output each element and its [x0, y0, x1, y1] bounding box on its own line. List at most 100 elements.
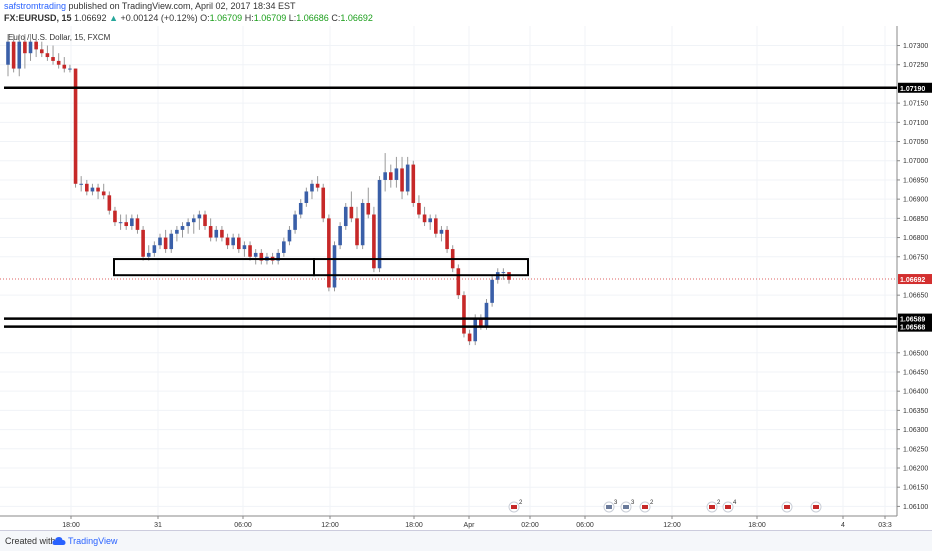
- bull-candle: [186, 222, 190, 227]
- price-tick-label: 1.06250: [903, 446, 928, 453]
- current-price-label: 1.06692: [900, 277, 925, 284]
- price-chart[interactable]: Euro / U.S. Dollar, 15, FXCM 1.07190 1.06…: [0, 26, 932, 530]
- bull-candle: [473, 318, 478, 342]
- price-axis[interactable]: 1.07300 1.07250 1.07150 1.07100 1.07050 1.070…: [897, 43, 928, 511]
- author-link[interactable]: safstromtrading: [4, 1, 67, 11]
- bear-candle: [366, 202, 371, 215]
- bear-candle: [39, 49, 44, 54]
- bull-candle: [231, 237, 235, 246]
- level-label-bg: [898, 321, 932, 332]
- event-count: 2: [650, 500, 654, 506]
- event-icon-fill: [813, 505, 819, 509]
- event-count: 3: [614, 500, 618, 506]
- bear-candle: [163, 237, 168, 250]
- bear-candle: [411, 164, 416, 203]
- event-count: 3: [631, 500, 635, 506]
- time-tick-label: Apr: [464, 522, 476, 529]
- bear-candle: [203, 214, 207, 227]
- event-count: 2: [717, 500, 721, 506]
- bear-candle: [434, 218, 438, 234]
- bull-candle: [360, 202, 365, 246]
- bull-candle: [17, 41, 22, 69]
- price-tick-label: 1.06150: [903, 485, 928, 492]
- bull-candle: [79, 183, 83, 185]
- up-arrow-icon: ▲: [109, 13, 119, 23]
- bear-candle: [73, 68, 78, 184]
- bull-candle: [310, 183, 314, 192]
- open-value: 1.06709: [209, 13, 243, 23]
- price-tick-label: 1.07050: [903, 139, 928, 146]
- bear-candle: [23, 41, 27, 54]
- bull-candle: [6, 41, 10, 65]
- current-price-label-bg: [898, 274, 932, 285]
- bear-candle: [479, 318, 483, 326]
- chart-header: safstromtrading published on TradingView…: [0, 0, 932, 26]
- event-icon-fill: [642, 505, 648, 509]
- bull-candle: [169, 233, 174, 250]
- level-label: 1.07190: [900, 86, 925, 93]
- footer: Created with TradingView: [0, 530, 932, 551]
- bear-candle: [45, 53, 50, 58]
- bear-candle: [11, 41, 16, 69]
- price-tick-label: 1.06750: [903, 254, 928, 261]
- event-icon-fill: [606, 505, 612, 509]
- publish-line: safstromtrading published on TradingView…: [4, 1, 296, 11]
- event-markers[interactable]: 2 3 3 2 2 4: [508, 500, 822, 513]
- bear-candle: [141, 229, 145, 257]
- price-tick-label: 1.06450: [903, 369, 928, 376]
- range-boxes[interactable]: [113, 258, 529, 277]
- price-change: +0.00124 (+0.12%): [120, 13, 198, 23]
- chart-background: [0, 26, 932, 530]
- bull-candle: [383, 172, 387, 180]
- high-label: H:: [244, 13, 254, 23]
- price-tick-label: 1.06800: [903, 235, 928, 242]
- level-label-bg: [898, 82, 932, 93]
- low-value: 1.06686: [296, 13, 329, 23]
- price-tick-label: 1.06100: [903, 504, 928, 511]
- time-tick-label: 4: [841, 522, 845, 529]
- price-tick-label: 1.07300: [903, 43, 928, 50]
- bear-candle: [456, 268, 461, 296]
- bear-candle: [372, 214, 376, 269]
- bear-candle: [236, 237, 241, 250]
- bear-candle: [101, 191, 106, 196]
- bull-candle: [90, 187, 95, 192]
- bull-candle: [338, 226, 342, 246]
- resistance-box-right: [313, 258, 529, 277]
- published-text: published on TradingView.com, April 02, …: [68, 1, 296, 11]
- price-tick-label: 1.06850: [903, 216, 928, 223]
- price-tick-label: 1.06200: [903, 465, 928, 472]
- bull-candle: [276, 252, 281, 261]
- bear-candle: [445, 229, 449, 250]
- bear-candle: [208, 226, 213, 238]
- bear-candle: [62, 64, 67, 69]
- level-label-bg: [898, 313, 932, 324]
- bull-candle: [175, 229, 179, 234]
- price-tick-label: 1.07150: [903, 101, 928, 108]
- tradingview-brand[interactable]: TradingView: [68, 536, 118, 546]
- bull-candle: [282, 241, 286, 253]
- price-tick-label: 1.06650: [903, 293, 928, 300]
- symbol-label: FX:EURUSD, 15: [4, 13, 72, 23]
- bear-candle: [349, 206, 354, 219]
- bull-candle: [242, 245, 247, 250]
- bear-candle: [259, 252, 264, 261]
- event-icon-fill: [784, 505, 790, 509]
- bear-candle: [327, 218, 331, 288]
- bull-candle: [304, 191, 309, 203]
- tradingview-cloud-icon: [52, 537, 66, 545]
- bear-candle: [220, 229, 224, 238]
- bear-candle: [355, 218, 359, 246]
- price-tick-label: 1.06350: [903, 408, 928, 415]
- grid-lines: [0, 26, 897, 516]
- price-tick-label: 1.06400: [903, 389, 928, 396]
- event-count: 2: [519, 500, 523, 506]
- bull-candle: [293, 214, 297, 230]
- time-tick-label: 02:00: [521, 522, 539, 529]
- time-axis[interactable]: 18:00 31 06:00 12:00 18:00 Apr 02:00 06:00 12:00…: [62, 516, 892, 529]
- bear-candle: [56, 60, 61, 65]
- high-value: 1.06709: [253, 13, 287, 23]
- bull-candle: [501, 272, 506, 274]
- bull-candle: [287, 229, 292, 242]
